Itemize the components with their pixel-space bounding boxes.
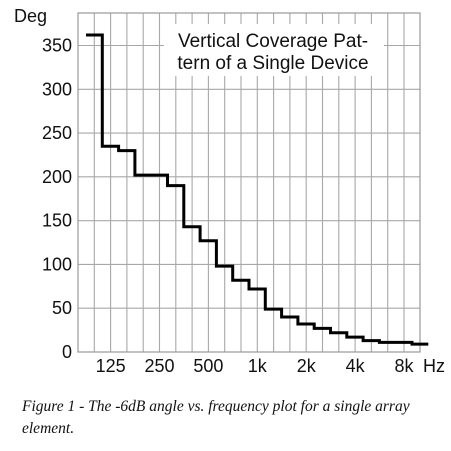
x-tick-labels: 125 250 500 1k 2k 4k 8k [96,356,415,376]
x-tick-label: 2k [297,356,317,376]
coverage-chart: Vertical Coverage Pat- tern of a Single … [14,6,445,376]
x-tick-label: 1k [248,356,268,376]
x-tick-label: 500 [193,356,223,376]
y-tick-label: 350 [42,36,72,56]
x-tick-label: 125 [96,356,126,376]
y-tick-label: 50 [52,298,72,318]
y-tick-label: 250 [42,123,72,143]
x-tick-label: 8k [394,356,414,376]
y-tick-labels: 0 50 100 150 200 250 300 350 [42,36,72,362]
coverage-step-line [86,33,429,346]
chart-title-line-1: Vertical Coverage Pat- [178,31,368,52]
y-tick-label: 150 [42,211,72,231]
chart-title-box: Vertical Coverage Pat- tern of a Single … [164,24,384,76]
x-tick-label: 250 [144,356,174,376]
x-axis-unit-label: Hz [423,356,445,376]
chart-title-line-2: tern of a Single Device [177,53,368,74]
figure-caption: Figure 1 - The -6dB angle vs. frequency … [22,398,410,437]
plot-frame [77,12,421,353]
y-tick-label: 200 [42,167,72,187]
y-tick-label: 100 [42,254,72,274]
chart-title-background [164,24,384,76]
y-axis-label: Deg [14,6,47,26]
y-tick-label: 300 [42,79,72,99]
y-tick-label: 0 [62,342,72,362]
x-tick-label: 4k [346,356,366,376]
